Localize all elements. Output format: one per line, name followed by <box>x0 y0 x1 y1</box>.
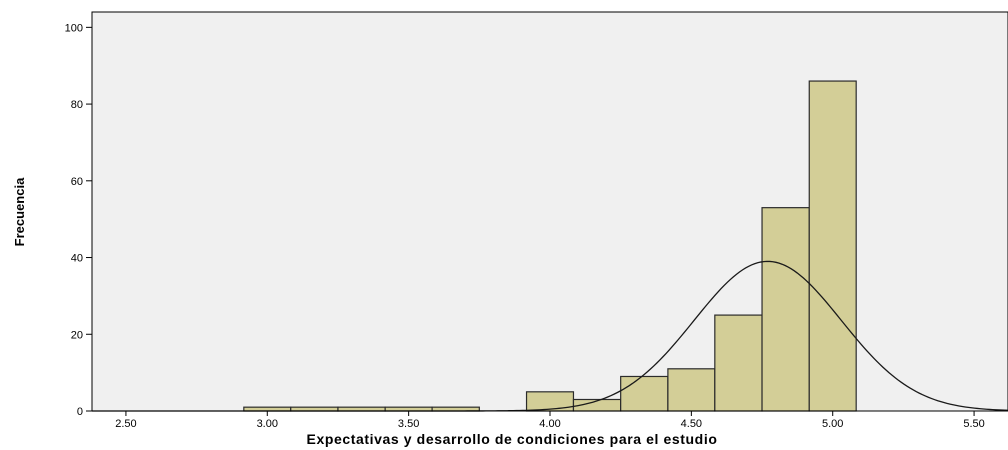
histogram-bar <box>667 368 716 412</box>
y-tick-label: 0 <box>77 406 83 418</box>
x-tick-label: 2.50 <box>115 418 136 430</box>
y-axis-ticks: 0 20 40 60 80 100 <box>65 22 92 418</box>
histogram-bar <box>808 80 857 412</box>
histogram-bar <box>620 375 669 412</box>
x-tick-label: 5.00 <box>822 418 843 430</box>
bars-group <box>243 80 857 412</box>
y-tick-label: 40 <box>71 253 83 265</box>
histogram-bar <box>714 314 763 412</box>
x-tick-label: 4.00 <box>539 418 560 430</box>
histogram-bar <box>761 207 810 412</box>
x-tick-label: 3.50 <box>398 418 419 430</box>
y-tick-label: 60 <box>71 176 83 188</box>
x-tick-label: 5.50 <box>963 418 984 430</box>
x-tick-label: 4.50 <box>681 418 702 430</box>
y-tick-label: 80 <box>71 99 83 111</box>
y-tick-label: 20 <box>71 329 83 341</box>
y-axis-title: Frecuencia <box>12 177 27 246</box>
plot-area-background <box>91 11 1008 412</box>
x-tick-label: 3.00 <box>257 418 278 430</box>
x-axis-title: Expectativas y desarrollo de condiciones… <box>307 431 718 447</box>
y-tick-label: 100 <box>65 22 83 34</box>
x-axis-ticks: 2.50 3.00 3.50 4.00 4.50 5.00 5.50 <box>115 411 985 430</box>
